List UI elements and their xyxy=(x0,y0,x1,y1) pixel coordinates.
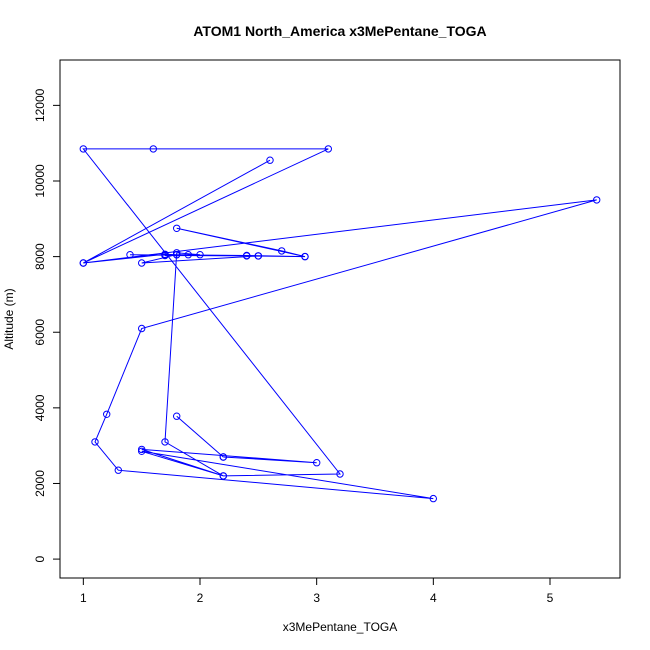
data-point xyxy=(301,252,309,261)
data-point xyxy=(243,251,251,260)
data-point xyxy=(313,459,321,467)
data-point xyxy=(184,251,193,259)
data-point xyxy=(138,324,146,333)
x-tick-label: 1 xyxy=(80,591,87,605)
data-point xyxy=(219,453,228,461)
data-point xyxy=(161,438,169,446)
data-point xyxy=(79,259,88,267)
x-tick-label: 2 xyxy=(197,591,204,605)
data-point xyxy=(173,251,181,259)
plot-frame xyxy=(59,59,621,579)
data-point xyxy=(173,249,181,257)
data-point xyxy=(103,410,111,418)
y-axis: 0 2000 4000 6000 8000 10000 12000 xyxy=(33,88,61,562)
data-point xyxy=(266,156,274,164)
chart-title: ATOM1 North_America x3MePentane_TOGA xyxy=(193,23,486,39)
series-line xyxy=(82,148,597,500)
data-point xyxy=(126,251,134,259)
data-point xyxy=(196,251,204,259)
data-point xyxy=(138,259,146,267)
data-point xyxy=(593,196,601,204)
y-tick-label: 2000 xyxy=(33,470,47,497)
y-tick-label: 6000 xyxy=(33,319,47,346)
data-point xyxy=(114,466,123,474)
x-tick-label: 4 xyxy=(430,591,437,605)
data-point xyxy=(79,145,88,153)
y-tick-label: 8000 xyxy=(33,243,47,270)
y-tick-label: 12000 xyxy=(33,88,47,122)
y-tick-label: 0 xyxy=(33,555,47,562)
x-tick-label: 5 xyxy=(547,591,554,605)
data-point xyxy=(324,145,332,153)
data-point xyxy=(254,252,262,260)
y-tick-label: 10000 xyxy=(33,164,47,198)
x-axis: 1 2 3 4 5 xyxy=(80,577,554,605)
x-tick-label: 3 xyxy=(313,591,320,605)
data-point xyxy=(429,494,437,503)
data-point xyxy=(138,445,146,454)
series-line xyxy=(176,415,224,458)
data-point xyxy=(149,145,158,153)
data-point xyxy=(336,470,344,478)
data-point xyxy=(173,412,181,420)
data-point xyxy=(173,224,181,233)
data-point xyxy=(91,438,99,446)
x-axis-label: x3MePentane_TOGA xyxy=(283,620,398,634)
series-layer xyxy=(79,145,601,503)
data-point xyxy=(219,472,228,480)
data-point xyxy=(278,247,286,255)
data-point xyxy=(161,250,169,259)
data-point xyxy=(138,447,146,455)
y-tick-label: 4000 xyxy=(33,394,47,421)
y-axis-label: Altitude (m) xyxy=(2,288,16,349)
